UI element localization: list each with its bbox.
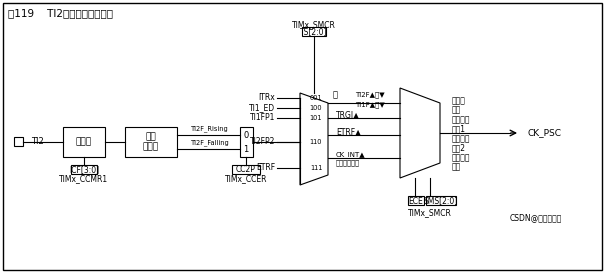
Text: 图119    TI2外部时钟连接例子: 图119 TI2外部时钟连接例子 (8, 8, 113, 18)
Text: TIMx_SMCR: TIMx_SMCR (408, 209, 452, 218)
Text: TI2: TI2 (31, 138, 44, 147)
Text: 模式1: 模式1 (452, 124, 466, 133)
Bar (408, 196, 424, 205)
Text: 模式2: 模式2 (452, 144, 466, 153)
Text: （内部时钟）: （内部时钟） (336, 160, 360, 166)
Text: CC2P: CC2P (236, 165, 256, 174)
Text: TI1FP1: TI1FP1 (250, 114, 275, 123)
Text: CSDN@李小阳先森: CSDN@李小阳先森 (510, 213, 563, 222)
Polygon shape (400, 88, 440, 178)
Text: 100: 100 (310, 105, 322, 111)
Text: 边沿: 边沿 (146, 132, 156, 141)
Text: ETRF▲: ETRF▲ (336, 127, 361, 136)
Bar (232, 165, 260, 174)
Text: CK_PSC: CK_PSC (528, 129, 562, 138)
Bar (426, 196, 456, 205)
Text: 模式: 模式 (452, 162, 461, 171)
Text: TS[2:0]: TS[2:0] (300, 28, 328, 37)
Polygon shape (300, 93, 328, 185)
Bar (240, 127, 253, 157)
Text: 内部时钟: 内部时钟 (452, 153, 471, 162)
Text: SMS[2:0]: SMS[2:0] (424, 197, 458, 206)
Text: 滤波器: 滤波器 (76, 138, 92, 147)
Text: TIMx_CCER: TIMx_CCER (224, 174, 267, 183)
Text: ETRF: ETRF (256, 164, 275, 173)
Text: 编码器: 编码器 (452, 96, 466, 105)
Bar (125, 127, 177, 157)
Text: 外部时钟: 外部时钟 (452, 135, 471, 144)
Text: 0: 0 (243, 130, 249, 140)
Text: ITRx: ITRx (258, 93, 275, 102)
Text: TI1_ED: TI1_ED (249, 103, 275, 112)
Text: TI2FP2: TI2FP2 (250, 138, 275, 147)
Text: 或: 或 (333, 91, 338, 99)
Text: 101: 101 (310, 115, 322, 121)
Text: ICF[3:0]: ICF[3:0] (69, 165, 99, 174)
Bar (71, 165, 97, 174)
Text: TI1F▲或▼: TI1F▲或▼ (355, 102, 385, 108)
Text: 111: 111 (310, 165, 322, 171)
Text: 110: 110 (310, 139, 322, 145)
Text: TIMx_SMCR: TIMx_SMCR (292, 20, 336, 29)
Bar (302, 27, 326, 36)
Text: 1: 1 (243, 144, 249, 153)
Text: 检测器: 检测器 (143, 143, 159, 152)
Text: ECE: ECE (408, 197, 423, 206)
Text: 模式: 模式 (452, 105, 461, 114)
Text: TI2F▲或▼: TI2F▲或▼ (355, 92, 385, 98)
Text: TI2F_Falling: TI2F_Falling (191, 139, 229, 146)
Text: CK_INT▲: CK_INT▲ (336, 152, 365, 158)
Text: 001: 001 (310, 95, 322, 101)
Bar (63, 127, 105, 157)
Text: TI2F_Rising: TI2F_Rising (191, 125, 229, 132)
Text: 外部时钟: 外部时钟 (452, 115, 471, 124)
Bar (14, 137, 23, 146)
Text: TIMx_CCMR1: TIMx_CCMR1 (59, 174, 108, 183)
Text: TRGI▲: TRGI▲ (336, 111, 360, 120)
